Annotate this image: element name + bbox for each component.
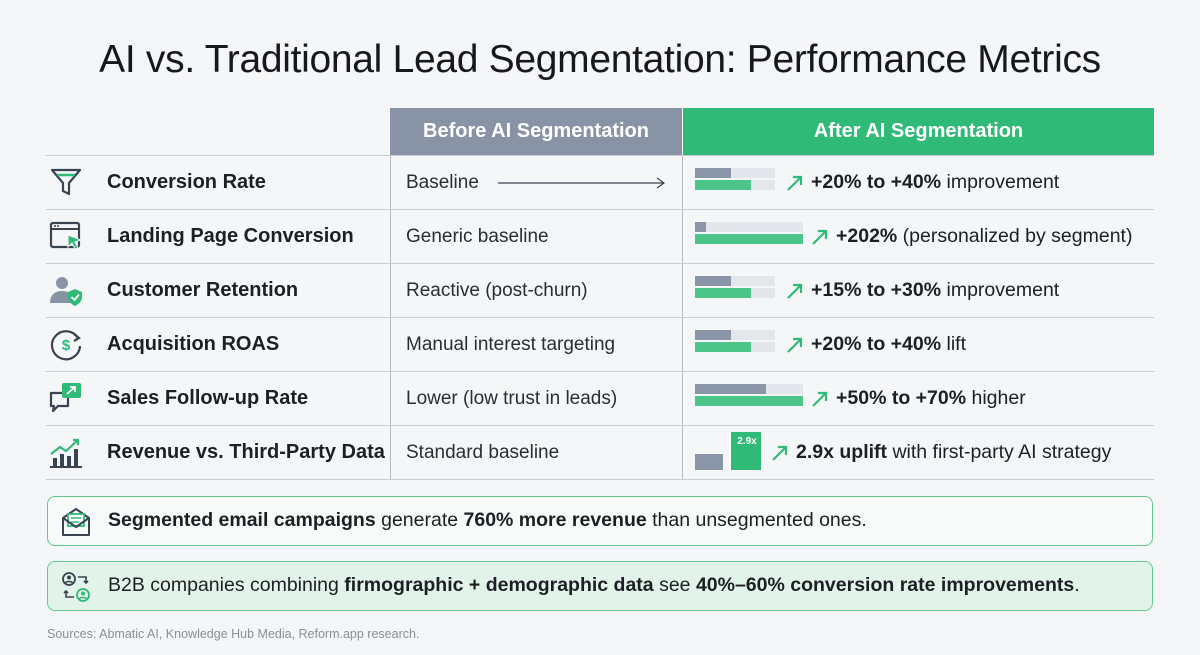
bar-before — [695, 330, 731, 340]
growth-chart-icon — [50, 438, 82, 468]
table-header: Before AI Segmentation After AI Segmenta… — [46, 108, 1154, 155]
before-value: Reactive (post-churn) — [406, 280, 588, 301]
result-text: 2.9x uplift with first-party AI strategy — [796, 441, 1112, 463]
svg-text:$: $ — [62, 337, 71, 354]
result-text: +15% to +30% improvement — [811, 279, 1060, 301]
before-value: Standard baseline — [406, 442, 560, 463]
metric-label: Acquisition ROAS — [107, 333, 280, 355]
mini-bar-after — [731, 432, 761, 470]
result-text: +20% to +40% improvement — [811, 171, 1060, 193]
table-row: Revenue vs. Third-Party Data Standard ba… — [46, 425, 1154, 480]
bar-before — [695, 222, 706, 232]
metric-label: Landing Page Conversion — [107, 225, 354, 247]
trend-up-icon — [787, 175, 803, 191]
callout-email: Segmented email campaigns generate 760% … — [47, 496, 1153, 546]
before-value: Manual interest targeting — [406, 334, 616, 355]
trend-up-icon — [787, 283, 803, 299]
user-exchange-icon — [62, 572, 90, 602]
user-shield-icon — [50, 277, 82, 306]
bar-after — [695, 180, 751, 190]
trend-up-icon — [772, 445, 788, 461]
table-row: Sales Follow-up Rate Lower (low trust in… — [46, 371, 1154, 425]
metrics-table: Before AI Segmentation After AI Segmenta… — [46, 108, 1154, 480]
chat-arrow-icon — [49, 383, 81, 413]
arrow-right-icon — [498, 177, 666, 189]
trend-up-icon — [812, 391, 828, 407]
bar-before — [695, 168, 731, 178]
table-row: $ Acquisition ROAS Manual interest targe… — [46, 317, 1154, 371]
table-row: Customer Retention Reactive (post-churn)… — [46, 263, 1154, 317]
metric-label: Customer Retention — [107, 279, 299, 301]
metric-label: Sales Follow-up Rate — [107, 387, 309, 409]
metric-label: Revenue vs. Third-Party Data — [107, 441, 385, 463]
before-value: Generic baseline — [406, 226, 549, 247]
mini-bar-before — [695, 454, 723, 470]
bar-after — [695, 288, 751, 298]
before-value: Lower (low trust in leads) — [406, 388, 618, 409]
result-text: +202% (personalized by segment) — [836, 225, 1133, 247]
header-after: After AI Segmentation — [683, 108, 1154, 155]
page-title: AI vs. Traditional Lead Segmentation: Pe… — [99, 38, 1101, 81]
bar-after — [695, 234, 803, 244]
before-value: Baseline — [406, 172, 479, 193]
callout-text: Segmented email campaigns generate 760% … — [108, 509, 867, 531]
bar-after — [695, 396, 803, 406]
email-icon — [62, 508, 90, 536]
result-text: +50% to +70% higher — [836, 387, 1026, 409]
bar-after — [695, 342, 751, 352]
result-text: +20% to +40% lift — [811, 333, 966, 355]
trend-up-icon — [787, 337, 803, 353]
mini-bar-label: 2.9x — [737, 436, 757, 447]
table-row: Landing Page Conversion Generic baseline… — [46, 209, 1154, 263]
browser-cursor-icon — [49, 221, 83, 250]
callout-text: B2B companies combining firmographic + d… — [108, 574, 1080, 596]
funnel-icon — [50, 168, 82, 196]
dollar-cycle-icon: $ — [50, 330, 82, 361]
trend-up-icon — [812, 229, 828, 245]
sources-note: Sources: Abmatic AI, Knowledge Hub Media… — [47, 627, 420, 641]
bar-before — [695, 276, 731, 286]
metric-label: Conversion Rate — [107, 171, 266, 193]
callout-b2b: B2B companies combining firmographic + d… — [47, 561, 1153, 611]
bar-before — [695, 384, 767, 394]
header-before: Before AI Segmentation — [390, 108, 682, 155]
table-row: Conversion Rate Baseline +20% to +40% im… — [46, 155, 1154, 209]
